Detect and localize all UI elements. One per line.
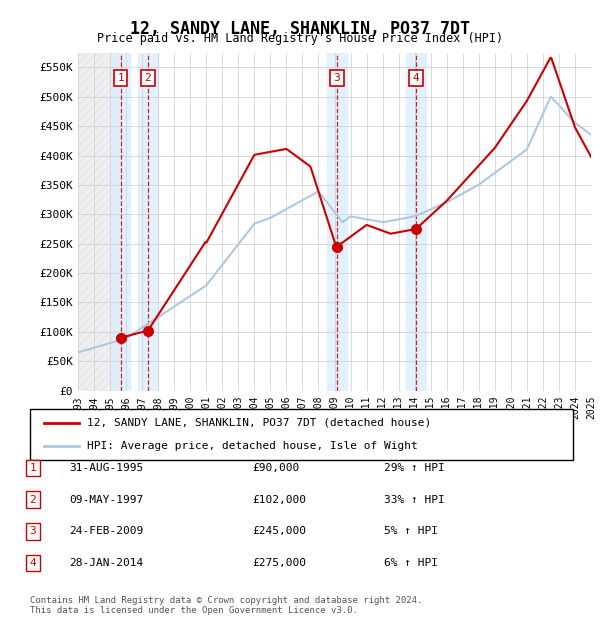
Text: 09-MAY-1997: 09-MAY-1997	[69, 495, 143, 505]
Text: £275,000: £275,000	[252, 558, 306, 568]
Bar	[138, 53, 158, 391]
Text: 2: 2	[29, 495, 37, 505]
Text: £90,000: £90,000	[252, 463, 299, 473]
Bar	[327, 53, 347, 391]
Text: 4: 4	[413, 73, 419, 83]
Text: 4: 4	[29, 558, 37, 568]
FancyBboxPatch shape	[30, 409, 573, 460]
Text: £102,000: £102,000	[252, 495, 306, 505]
Bar	[406, 53, 425, 391]
Text: 1: 1	[117, 73, 124, 83]
Bar	[78, 53, 121, 391]
Text: Contains HM Land Registry data © Crown copyright and database right 2024.
This d: Contains HM Land Registry data © Crown c…	[30, 596, 422, 615]
Text: 5% ↑ HPI: 5% ↑ HPI	[384, 526, 438, 536]
Text: 28-JAN-2014: 28-JAN-2014	[69, 558, 143, 568]
Text: 24-FEB-2009: 24-FEB-2009	[69, 526, 143, 536]
Text: 3: 3	[29, 526, 37, 536]
Bar	[111, 53, 130, 391]
Text: 6% ↑ HPI: 6% ↑ HPI	[384, 558, 438, 568]
Text: 12, SANDY LANE, SHANKLIN, PO37 7DT: 12, SANDY LANE, SHANKLIN, PO37 7DT	[130, 20, 470, 38]
Text: Price paid vs. HM Land Registry's House Price Index (HPI): Price paid vs. HM Land Registry's House …	[97, 32, 503, 45]
Text: HPI: Average price, detached house, Isle of Wight: HPI: Average price, detached house, Isle…	[87, 441, 418, 451]
Text: 3: 3	[334, 73, 340, 83]
Text: 2: 2	[145, 73, 151, 83]
Text: 1: 1	[29, 463, 37, 473]
Text: 12, SANDY LANE, SHANKLIN, PO37 7DT (detached house): 12, SANDY LANE, SHANKLIN, PO37 7DT (deta…	[87, 418, 431, 428]
Text: 33% ↑ HPI: 33% ↑ HPI	[384, 495, 445, 505]
Text: £245,000: £245,000	[252, 526, 306, 536]
Text: 29% ↑ HPI: 29% ↑ HPI	[384, 463, 445, 473]
Text: 31-AUG-1995: 31-AUG-1995	[69, 463, 143, 473]
